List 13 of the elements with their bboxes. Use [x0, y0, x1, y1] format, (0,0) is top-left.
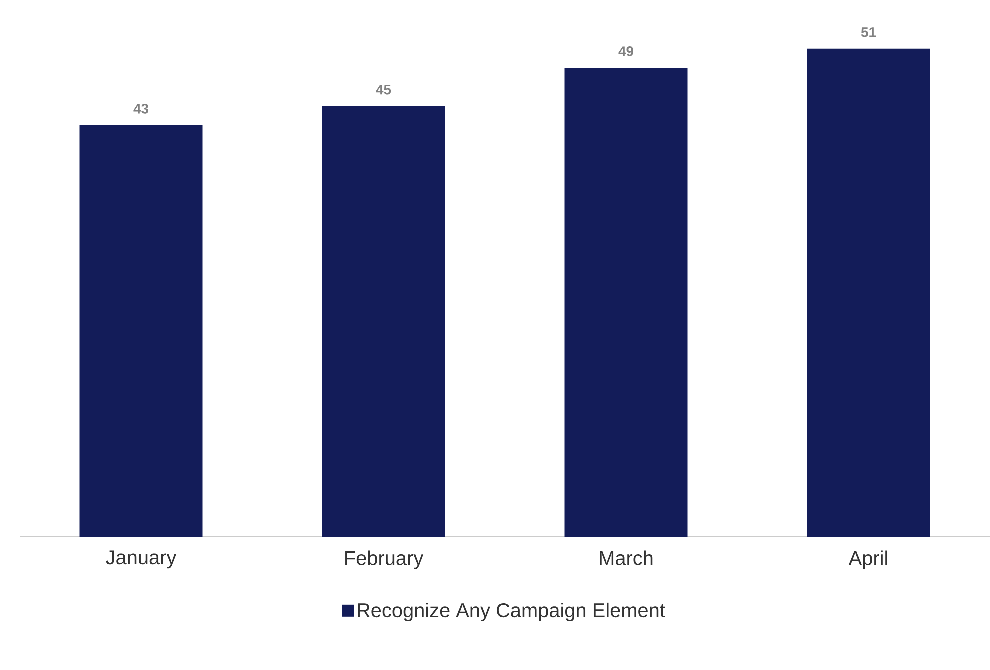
bar [564, 68, 688, 537]
x-tick-label: March [600, 550, 653, 566]
x-tick-label: February [346, 550, 424, 570]
bar [807, 48, 930, 537]
x-tick-label: January [106, 550, 177, 569]
data-label: 43 [134, 104, 148, 114]
legend-label: Recognize Any Campaign Element [358, 602, 666, 622]
bar [322, 106, 446, 537]
bar [80, 125, 203, 537]
data-label: 49 [618, 46, 634, 56]
data-label: 51 [861, 28, 876, 38]
x-tick-label: April [848, 550, 888, 570]
data-label: 45 [376, 85, 392, 95]
